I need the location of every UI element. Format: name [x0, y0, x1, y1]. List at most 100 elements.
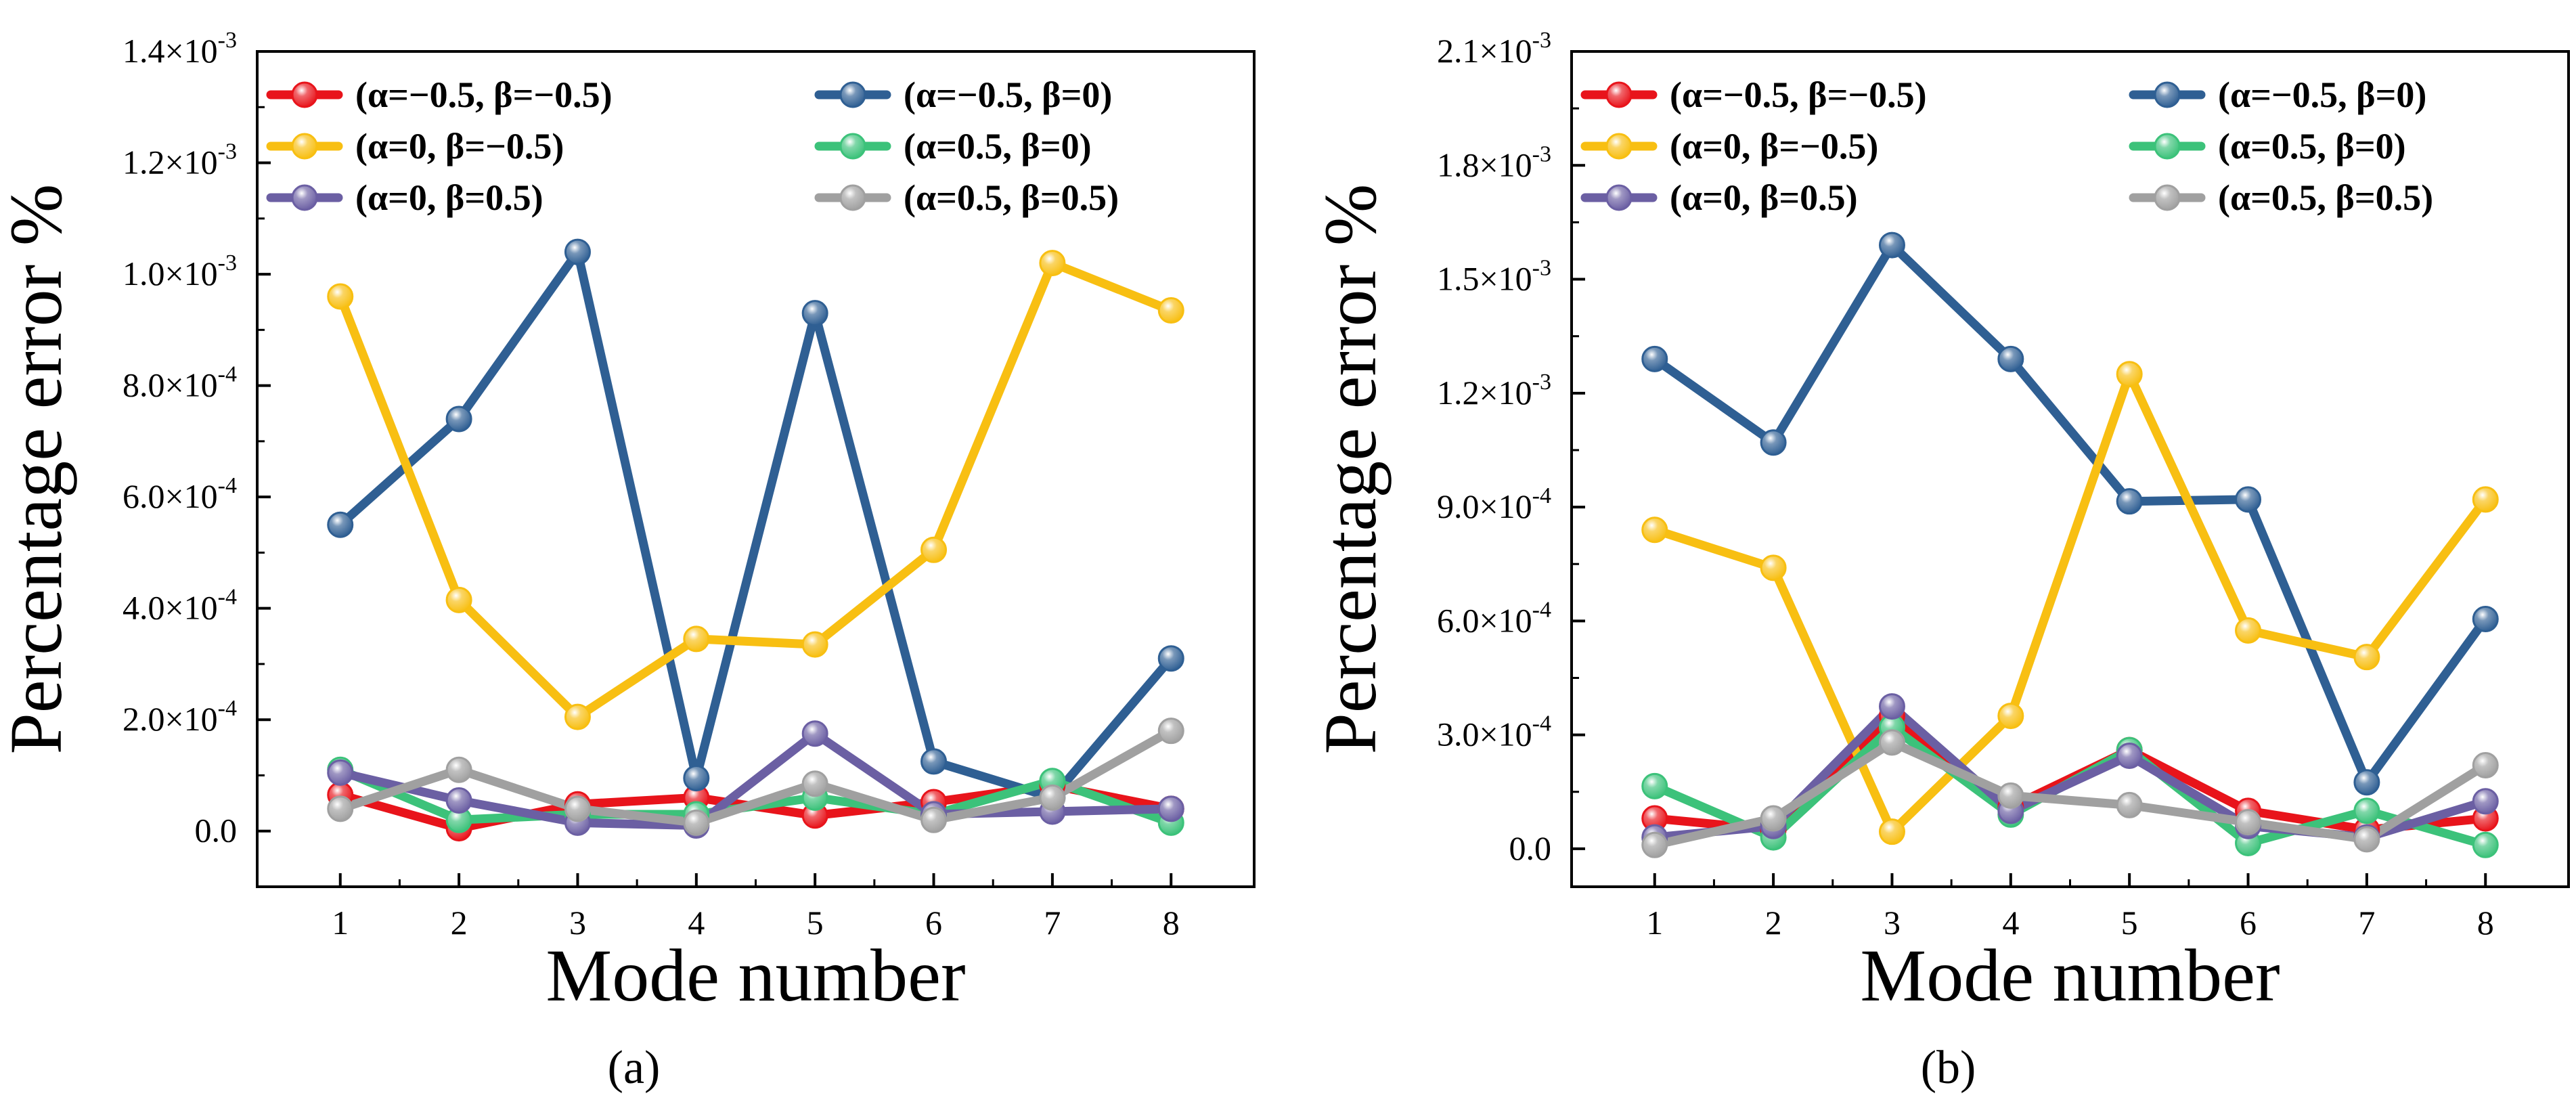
y-tick-exponent: -3 — [1532, 28, 1551, 53]
legend-item: (α=0, β=−0.5) — [1580, 126, 1878, 167]
x-tick-label: 3 — [1884, 904, 1901, 942]
legend-item: (α=0.5, β=0.5) — [2129, 177, 2433, 218]
data-point — [2353, 644, 2380, 671]
y-tick-label: 1.8×10-3 — [1437, 141, 1551, 183]
data-point — [1157, 297, 1184, 324]
legend-label: (α=0.5, β=0.5) — [904, 177, 1119, 218]
data-point — [2472, 752, 2499, 779]
data-point — [445, 586, 472, 613]
y-tick-label: 1.5×10-3 — [1437, 256, 1551, 298]
legend-swatch-marker — [2154, 184, 2181, 211]
y-tick-exponent: -4 — [1532, 711, 1551, 736]
data-point — [683, 625, 710, 653]
y-tick-label: 4.0×10-4 — [123, 585, 237, 627]
legend-item: (α=−0.5, β=0) — [2129, 74, 2426, 115]
data-point — [1157, 795, 1184, 822]
legend-item: (α=0, β=−0.5) — [266, 126, 564, 167]
legend-swatch-marker — [1605, 184, 1633, 211]
y-axis-title: Percentage error % — [1309, 184, 1392, 755]
x-tick-label: 4 — [688, 904, 705, 942]
x-tick-label: 8 — [2477, 904, 2494, 942]
legend-swatch-marker — [839, 133, 866, 160]
data-point — [1878, 693, 1905, 720]
data-point — [920, 806, 948, 833]
x-tick-label: 8 — [1163, 904, 1180, 942]
legend-item: (α=0, β=0.5) — [266, 177, 543, 218]
data-point — [920, 748, 948, 775]
x-tick-label: 7 — [2358, 904, 2375, 942]
legend: (α=−0.5, β=−0.5) (α=−0.5, β=0) (α=0, β=−0.… — [1580, 74, 2433, 218]
series-line — [336, 726, 1176, 827]
legend-swatch-marker — [291, 184, 318, 211]
legend-swatch-marker — [839, 184, 866, 211]
legend-swatch-marker — [291, 81, 318, 108]
data-point — [801, 770, 828, 797]
y-tick-exponent: -3 — [218, 28, 237, 53]
data-point — [1760, 554, 1787, 581]
data-point — [801, 300, 828, 327]
legend: (α=−0.5, β=−0.5) (α=−0.5, β=0) (α=0, β=−0.… — [266, 74, 1119, 218]
data-point — [2116, 361, 2143, 388]
data-point — [2235, 809, 2262, 836]
series-line — [336, 247, 1176, 802]
legend-item: (α=0, β=0.5) — [1580, 177, 1858, 218]
x-tick-label: 6 — [2240, 904, 2257, 942]
y-tick-exponent: -3 — [1532, 370, 1551, 395]
data-point — [327, 795, 354, 822]
data-point — [1760, 805, 1787, 832]
legend-label: (α=0.5, β=0) — [904, 126, 1092, 167]
y-tick-label: 2.1×10-3 — [1437, 28, 1551, 70]
y-tick-label: 1.0×10-3 — [123, 250, 237, 292]
data-point — [920, 536, 948, 563]
legend-item: (α=0.5, β=0) — [2129, 126, 2406, 167]
legend-label: (α=−0.5, β=−0.5) — [1670, 74, 1927, 115]
y-tick-exponent: -4 — [218, 362, 237, 387]
data-point — [2353, 826, 2380, 853]
legend-label: (α=−0.5, β=−0.5) — [355, 74, 613, 115]
legend-swatch-marker — [2154, 81, 2181, 108]
y-tick-labels: 0.0 2.0×10-4 4.0×10-4 6.0×10-4 8.0×10-4 1.0×1… — [123, 28, 237, 850]
x-axis-title: Mode number — [1860, 934, 2280, 1017]
legend-label: (α=0, β=−0.5) — [355, 126, 564, 167]
series-line — [336, 259, 1176, 722]
x-tick-label: 5 — [2121, 904, 2138, 942]
data-point — [2116, 488, 2143, 515]
data-point — [801, 720, 828, 747]
data-point — [445, 405, 472, 433]
data-point — [564, 795, 591, 822]
data-point — [1641, 516, 1668, 544]
data-point — [1641, 831, 1668, 858]
data-point — [2353, 797, 2380, 824]
y-tick-labels: 0.0 3.0×10-4 6.0×10-4 9.0×10-4 1.2×10-3 1.5×1… — [1437, 28, 1551, 867]
data-point — [445, 787, 472, 814]
data-point — [1997, 345, 2024, 372]
data-point — [2472, 788, 2499, 815]
legend-item: (α=0.5, β=0.5) — [814, 177, 1119, 218]
series-line — [336, 729, 1176, 831]
data-point — [1039, 250, 1066, 277]
y-tick-label: 1.2×10-3 — [123, 139, 237, 181]
y-tick-label: 1.4×10-3 — [123, 28, 237, 70]
data-point — [1641, 772, 1668, 799]
legend-swatch-marker — [291, 133, 318, 160]
legend-swatch-marker — [839, 81, 866, 108]
x-tick-label: 1 — [1646, 904, 1663, 942]
series-line — [1650, 240, 2490, 787]
data-point — [327, 759, 354, 786]
legend-swatch-marker — [2154, 133, 2181, 160]
series-line — [1650, 738, 2490, 850]
data-point — [2235, 486, 2262, 513]
y-tick-label: 3.0×10-4 — [1437, 711, 1551, 753]
x-tick-label: 7 — [1044, 904, 1061, 942]
legend-swatch-marker — [1605, 133, 1633, 160]
legend-label: (α=−0.5, β=0) — [2218, 74, 2426, 115]
x-axis-title: Mode number — [546, 934, 965, 1017]
x-tick-label: 5 — [807, 904, 824, 942]
data-point — [1878, 729, 1905, 756]
y-tick-label: 1.2×10-3 — [1437, 370, 1551, 412]
x-tick-label: 6 — [925, 904, 942, 942]
legend-item: (α=−0.5, β=−0.5) — [1580, 74, 1927, 115]
data-point — [2235, 617, 2262, 644]
x-tick-label: 3 — [569, 904, 586, 942]
